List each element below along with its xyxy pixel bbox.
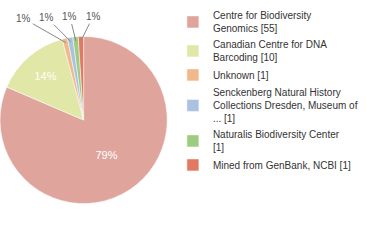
svg-text:Mined from GenBank, NCBI [1]: Mined from GenBank, NCBI [1] — [213, 160, 351, 171]
svg-text:1%: 1% — [16, 13, 31, 24]
svg-text:79%: 79% — [95, 149, 117, 161]
svg-text:Senckenberg Natural HistoryCol: Senckenberg Natural HistoryCollections D… — [213, 87, 358, 124]
svg-text:1%: 1% — [86, 11, 101, 22]
svg-text:Naturalis Biodiversity Center[: Naturalis Biodiversity Center[1] — [213, 129, 340, 153]
svg-text:14%: 14% — [34, 70, 56, 82]
svg-text:Canadian Centre for DNABarcodi: Canadian Centre for DNABarcoding [10] — [213, 39, 327, 63]
svg-text:1%: 1% — [39, 12, 54, 23]
svg-text:Centre for BiodiversityGenomic: Centre for BiodiversityGenomics [55] — [213, 10, 311, 34]
svg-text:1%: 1% — [62, 11, 77, 22]
svg-text:Unknown [1]: Unknown [1] — [213, 70, 269, 81]
